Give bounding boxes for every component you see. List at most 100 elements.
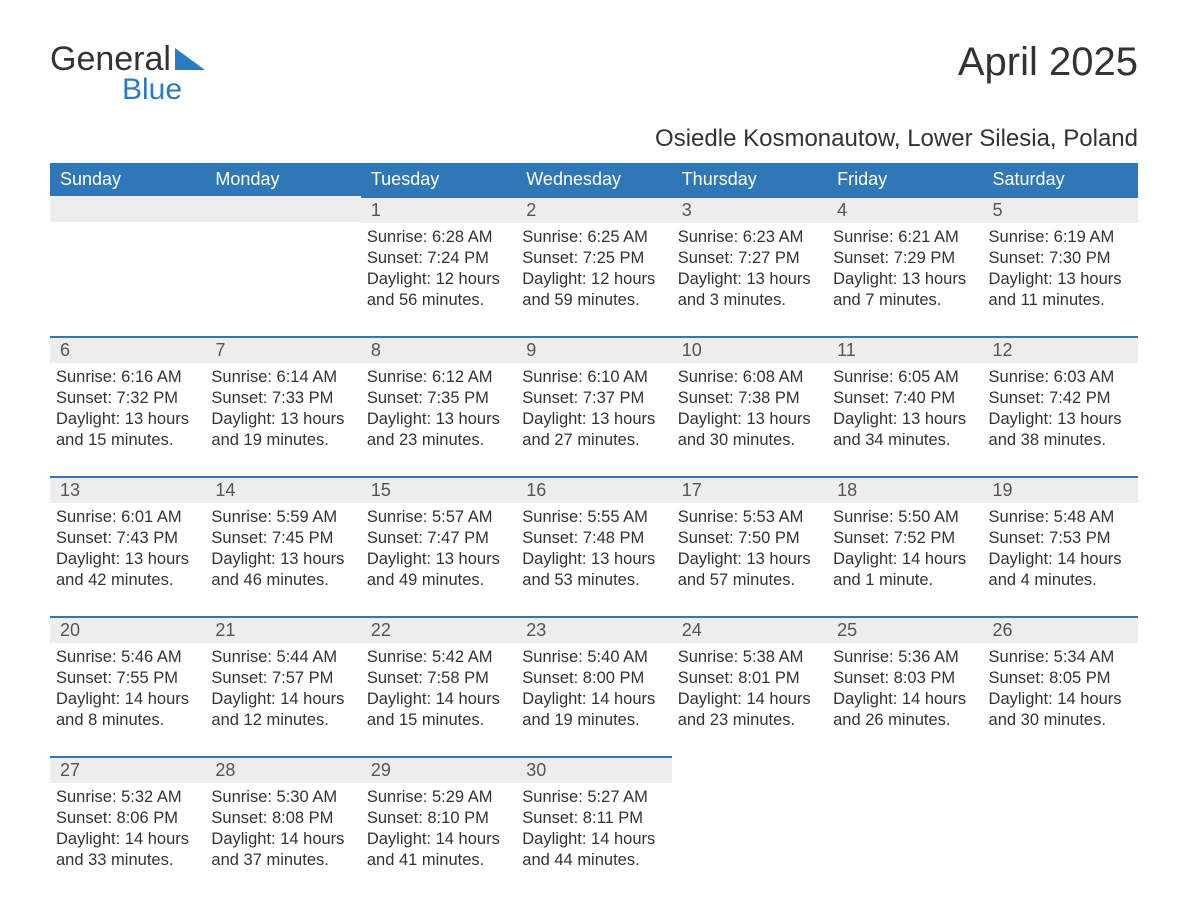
daylight-line: Daylight: 14 hours and 41 minutes. xyxy=(367,829,506,871)
sunset-line: Sunset: 7:47 PM xyxy=(367,528,506,549)
sunrise-line: Sunrise: 5:30 AM xyxy=(211,787,350,808)
day-body: Sunrise: 5:53 AMSunset: 7:50 PMDaylight:… xyxy=(672,503,827,599)
calendar-cell: 6Sunrise: 6:16 AMSunset: 7:32 PMDaylight… xyxy=(50,336,205,476)
col-wednesday: Wednesday xyxy=(516,163,671,196)
day-wrap: 18Sunrise: 5:50 AMSunset: 7:52 PMDayligh… xyxy=(827,476,982,599)
sunrise-line: Sunrise: 5:53 AM xyxy=(678,507,817,528)
col-sunday: Sunday xyxy=(50,163,205,196)
day-number: 3 xyxy=(672,198,827,223)
day-wrap: 26Sunrise: 5:34 AMSunset: 8:05 PMDayligh… xyxy=(983,616,1138,739)
calendar-cell: 19Sunrise: 5:48 AMSunset: 7:53 PMDayligh… xyxy=(983,476,1138,616)
day-wrap: 22Sunrise: 5:42 AMSunset: 7:58 PMDayligh… xyxy=(361,616,516,739)
calendar-table: Sunday Monday Tuesday Wednesday Thursday… xyxy=(50,163,1138,896)
day-number: 2 xyxy=(516,198,671,223)
col-friday: Friday xyxy=(827,163,982,196)
col-monday: Monday xyxy=(205,163,360,196)
daylight-line: Daylight: 13 hours and 27 minutes. xyxy=(522,409,661,451)
day-wrap: 15Sunrise: 5:57 AMSunset: 7:47 PMDayligh… xyxy=(361,476,516,599)
day-body: Sunrise: 5:57 AMSunset: 7:47 PMDaylight:… xyxy=(361,503,516,599)
sunrise-line: Sunrise: 6:21 AM xyxy=(833,227,972,248)
day-body: Sunrise: 6:14 AMSunset: 7:33 PMDaylight:… xyxy=(205,363,360,459)
day-number: 13 xyxy=(50,478,205,503)
day-wrap: 20Sunrise: 5:46 AMSunset: 7:55 PMDayligh… xyxy=(50,616,205,739)
day-number: 7 xyxy=(205,338,360,363)
sunrise-line: Sunrise: 5:32 AM xyxy=(56,787,195,808)
daylight-line: Daylight: 14 hours and 4 minutes. xyxy=(989,549,1128,591)
day-body: Sunrise: 5:59 AMSunset: 7:45 PMDaylight:… xyxy=(205,503,360,599)
sunset-line: Sunset: 7:52 PM xyxy=(833,528,972,549)
sunset-line: Sunset: 8:01 PM xyxy=(678,668,817,689)
sunset-line: Sunset: 8:11 PM xyxy=(522,808,661,829)
day-number: 12 xyxy=(983,338,1138,363)
day-body: Sunrise: 5:29 AMSunset: 8:10 PMDaylight:… xyxy=(361,783,516,879)
calendar-cell: 23Sunrise: 5:40 AMSunset: 8:00 PMDayligh… xyxy=(516,616,671,756)
sunset-line: Sunset: 7:48 PM xyxy=(522,528,661,549)
sunrise-line: Sunrise: 6:14 AM xyxy=(211,367,350,388)
day-body: Sunrise: 5:42 AMSunset: 7:58 PMDaylight:… xyxy=(361,643,516,739)
calendar-cell: 5Sunrise: 6:19 AMSunset: 7:30 PMDaylight… xyxy=(983,196,1138,336)
sunrise-line: Sunrise: 5:42 AM xyxy=(367,647,506,668)
sunset-line: Sunset: 7:58 PM xyxy=(367,668,506,689)
sunrise-line: Sunrise: 6:03 AM xyxy=(989,367,1128,388)
day-wrap: 17Sunrise: 5:53 AMSunset: 7:50 PMDayligh… xyxy=(672,476,827,599)
day-body: Sunrise: 5:34 AMSunset: 8:05 PMDaylight:… xyxy=(983,643,1138,739)
sunrise-line: Sunrise: 6:23 AM xyxy=(678,227,817,248)
sunrise-line: Sunrise: 5:57 AM xyxy=(367,507,506,528)
sunset-line: Sunset: 7:43 PM xyxy=(56,528,195,549)
day-wrap: 12Sunrise: 6:03 AMSunset: 7:42 PMDayligh… xyxy=(983,336,1138,459)
day-number: 24 xyxy=(672,618,827,643)
daylight-line: Daylight: 14 hours and 33 minutes. xyxy=(56,829,195,871)
day-wrap: 5Sunrise: 6:19 AMSunset: 7:30 PMDaylight… xyxy=(983,196,1138,319)
calendar-cell: 18Sunrise: 5:50 AMSunset: 7:52 PMDayligh… xyxy=(827,476,982,616)
sunset-line: Sunset: 8:00 PM xyxy=(522,668,661,689)
calendar-week-row: 6Sunrise: 6:16 AMSunset: 7:32 PMDaylight… xyxy=(50,336,1138,476)
sunset-line: Sunset: 7:38 PM xyxy=(678,388,817,409)
day-number: 14 xyxy=(205,478,360,503)
day-number: 1 xyxy=(361,198,516,223)
day-wrap: 6Sunrise: 6:16 AMSunset: 7:32 PMDaylight… xyxy=(50,336,205,459)
day-number: 18 xyxy=(827,478,982,503)
sunset-line: Sunset: 8:05 PM xyxy=(989,668,1128,689)
sunset-line: Sunset: 7:29 PM xyxy=(833,248,972,269)
daylight-line: Daylight: 14 hours and 44 minutes. xyxy=(522,829,661,871)
day-wrap: 8Sunrise: 6:12 AMSunset: 7:35 PMDaylight… xyxy=(361,336,516,459)
sunrise-line: Sunrise: 6:16 AM xyxy=(56,367,195,388)
calendar-cell: 25Sunrise: 5:36 AMSunset: 8:03 PMDayligh… xyxy=(827,616,982,756)
day-wrap: 9Sunrise: 6:10 AMSunset: 7:37 PMDaylight… xyxy=(516,336,671,459)
calendar-cell: 17Sunrise: 5:53 AMSunset: 7:50 PMDayligh… xyxy=(672,476,827,616)
day-body: Sunrise: 5:46 AMSunset: 7:55 PMDaylight:… xyxy=(50,643,205,739)
day-wrap: 3Sunrise: 6:23 AMSunset: 7:27 PMDaylight… xyxy=(672,196,827,319)
daylight-line: Daylight: 14 hours and 8 minutes. xyxy=(56,689,195,731)
day-number: 20 xyxy=(50,618,205,643)
calendar-cell: 13Sunrise: 6:01 AMSunset: 7:43 PMDayligh… xyxy=(50,476,205,616)
daylight-line: Daylight: 12 hours and 59 minutes. xyxy=(522,269,661,311)
sunrise-line: Sunrise: 6:28 AM xyxy=(367,227,506,248)
day-wrap: 30Sunrise: 5:27 AMSunset: 8:11 PMDayligh… xyxy=(516,756,671,879)
day-number: 25 xyxy=(827,618,982,643)
day-body: Sunrise: 6:16 AMSunset: 7:32 PMDaylight:… xyxy=(50,363,205,459)
sunrise-line: Sunrise: 5:27 AM xyxy=(522,787,661,808)
sunset-line: Sunset: 7:27 PM xyxy=(678,248,817,269)
calendar-cell: 14Sunrise: 5:59 AMSunset: 7:45 PMDayligh… xyxy=(205,476,360,616)
day-body: Sunrise: 6:12 AMSunset: 7:35 PMDaylight:… xyxy=(361,363,516,459)
day-number: 16 xyxy=(516,478,671,503)
sunrise-line: Sunrise: 5:46 AM xyxy=(56,647,195,668)
day-number: 26 xyxy=(983,618,1138,643)
day-wrap: 13Sunrise: 6:01 AMSunset: 7:43 PMDayligh… xyxy=(50,476,205,599)
calendar-cell: 11Sunrise: 6:05 AMSunset: 7:40 PMDayligh… xyxy=(827,336,982,476)
calendar-week-row: 1Sunrise: 6:28 AMSunset: 7:24 PMDaylight… xyxy=(50,196,1138,336)
empty-day-header xyxy=(50,196,205,222)
day-number: 5 xyxy=(983,198,1138,223)
day-wrap: 10Sunrise: 6:08 AMSunset: 7:38 PMDayligh… xyxy=(672,336,827,459)
col-tuesday: Tuesday xyxy=(361,163,516,196)
sunrise-line: Sunrise: 5:48 AM xyxy=(989,507,1128,528)
day-number: 8 xyxy=(361,338,516,363)
day-body: Sunrise: 6:25 AMSunset: 7:25 PMDaylight:… xyxy=(516,223,671,319)
day-number: 23 xyxy=(516,618,671,643)
daylight-line: Daylight: 13 hours and 19 minutes. xyxy=(211,409,350,451)
day-number: 4 xyxy=(827,198,982,223)
day-body: Sunrise: 6:19 AMSunset: 7:30 PMDaylight:… xyxy=(983,223,1138,319)
page-title: April 2025 xyxy=(958,40,1138,85)
daylight-line: Daylight: 14 hours and 37 minutes. xyxy=(211,829,350,871)
calendar-cell xyxy=(50,196,205,336)
